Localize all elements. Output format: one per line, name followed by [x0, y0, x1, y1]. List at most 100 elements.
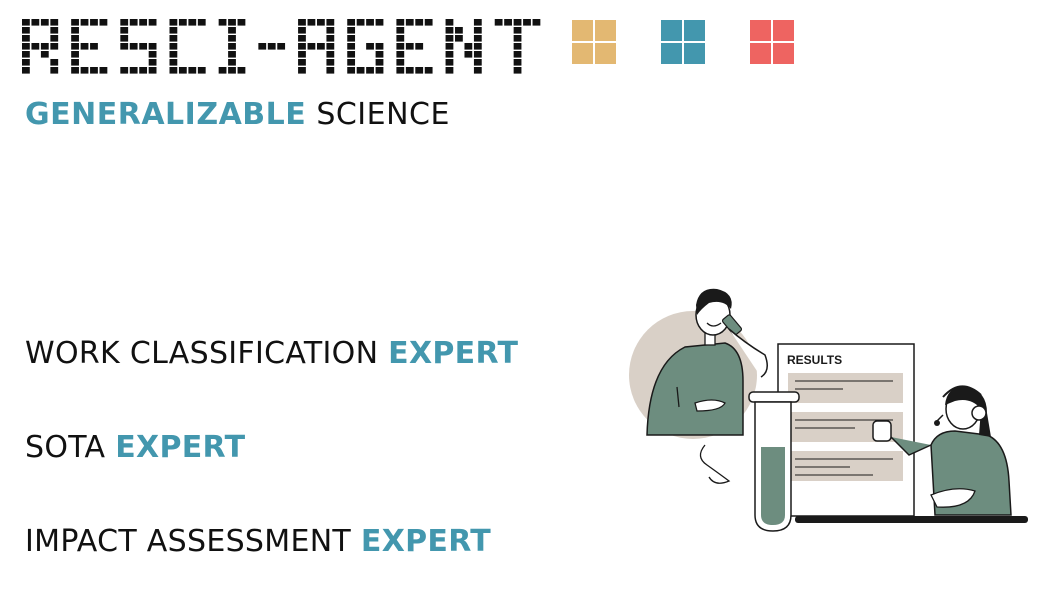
logo-pixel — [50, 43, 59, 50]
logo-pixel — [90, 43, 98, 50]
logo-pixel — [120, 35, 129, 42]
logo-pixel — [473, 67, 482, 74]
logo-pixel — [169, 19, 178, 26]
logo-pixel — [99, 67, 108, 74]
logo-pixel — [129, 67, 138, 74]
logo-pixel — [326, 19, 335, 26]
logo-pixel — [366, 19, 374, 26]
logo-pixel — [218, 67, 227, 74]
logo-pixel — [22, 51, 30, 58]
logo-pixel — [504, 19, 512, 26]
logo-pixel — [494, 19, 503, 26]
logo-pixel — [228, 19, 236, 26]
logo-pixel — [347, 35, 356, 42]
logo-pixel — [375, 51, 384, 58]
logo-pixel — [455, 27, 463, 34]
logo-pixel — [188, 67, 197, 74]
logo-pixel — [148, 51, 157, 58]
logo-pixel — [71, 19, 79, 26]
logo-pixel — [396, 27, 405, 34]
test-tube-icon — [748, 391, 800, 532]
role-impact-assessment: IMPACT ASSESSMENT EXPERT — [25, 524, 491, 559]
logo-pixel — [375, 67, 384, 74]
logo-pixel — [50, 67, 59, 74]
logo-pixel — [307, 43, 316, 50]
logo-pixel — [50, 59, 59, 66]
logo-pixel — [71, 43, 79, 50]
logo-pixel — [326, 43, 335, 50]
role-work-classification: WORK CLASSIFICATION EXPERT — [25, 336, 518, 371]
logo-pixel — [22, 35, 30, 42]
logo-pixel — [375, 19, 384, 26]
logo-pixel — [396, 67, 405, 74]
logo-pixel — [326, 35, 335, 42]
role-suffix: EXPERT — [115, 430, 246, 465]
desk-edge — [795, 516, 1028, 523]
logo-pixel — [445, 43, 454, 50]
logo-pixel — [228, 35, 236, 42]
person-with-headset-thumbs-up-icon — [872, 385, 1012, 516]
logo-pixel — [405, 19, 414, 26]
logo-pixel — [218, 19, 227, 26]
logo-pixel — [513, 59, 522, 66]
logo-pixel — [513, 67, 522, 74]
logo-pixel — [169, 67, 178, 74]
logo-pixel — [31, 43, 40, 50]
logo-pixel — [347, 43, 356, 50]
logo-pixel — [148, 67, 157, 74]
logo-pixel — [31, 19, 40, 26]
logo-pixel — [80, 67, 89, 74]
logo-pixel — [307, 19, 316, 26]
logo-pixel — [139, 19, 148, 26]
logo-pixel — [424, 19, 433, 26]
logo-pixel — [356, 19, 365, 26]
logo-pixel — [523, 19, 531, 26]
logo-pixel — [129, 43, 138, 50]
logo-pixel — [50, 19, 59, 26]
red-grid-icon — [750, 20, 794, 64]
logo-pixel — [513, 43, 522, 50]
results-label: RESULTS — [787, 353, 842, 367]
logo-pixel — [40, 19, 49, 26]
logo-pixel — [445, 67, 454, 74]
logo-pixel — [71, 59, 79, 66]
logo-pixel — [120, 27, 129, 34]
logo-pixel — [396, 51, 405, 58]
logo-pixel — [405, 67, 414, 74]
logo-pixel — [99, 19, 108, 26]
logo-pixel — [445, 19, 454, 26]
logo-pixel — [71, 35, 79, 42]
logo-pixel — [237, 67, 246, 74]
logo-pixel — [473, 35, 482, 42]
logo-pixel — [228, 43, 236, 50]
logo-pixel — [148, 19, 157, 26]
logo-pixel — [326, 51, 335, 58]
logo-pixel — [424, 67, 433, 74]
logo-pixel — [347, 51, 356, 58]
logo-pixel — [473, 19, 482, 26]
results-illustration: RESULTS — [629, 288, 1028, 532]
logo-pixel — [464, 43, 473, 50]
logo-pixel — [40, 51, 49, 58]
logo-pixel — [445, 59, 454, 66]
logo-pixel — [169, 43, 178, 50]
logo-pixel — [148, 43, 157, 50]
logo-pixel — [396, 59, 405, 66]
logo-pixel — [455, 35, 463, 42]
role-sota: SOTA EXPERT — [25, 430, 245, 465]
logo-pixel — [22, 59, 30, 66]
logo-pixel — [415, 43, 424, 50]
logo-pixel — [22, 43, 30, 50]
logo-pixel — [473, 51, 482, 58]
logo-pixel — [22, 67, 30, 74]
logo-pixel — [80, 19, 89, 26]
logo-pixel — [80, 43, 89, 50]
logo-pixel — [347, 19, 356, 26]
logo-pixel — [197, 19, 206, 26]
blue-grid-icon — [661, 20, 705, 64]
logo-pixel — [298, 35, 306, 42]
logo-pixel — [396, 19, 405, 26]
logo-pixel — [90, 19, 98, 26]
role-name: IMPACT ASSESSMENT — [25, 524, 352, 559]
logo-pixel — [277, 43, 286, 50]
